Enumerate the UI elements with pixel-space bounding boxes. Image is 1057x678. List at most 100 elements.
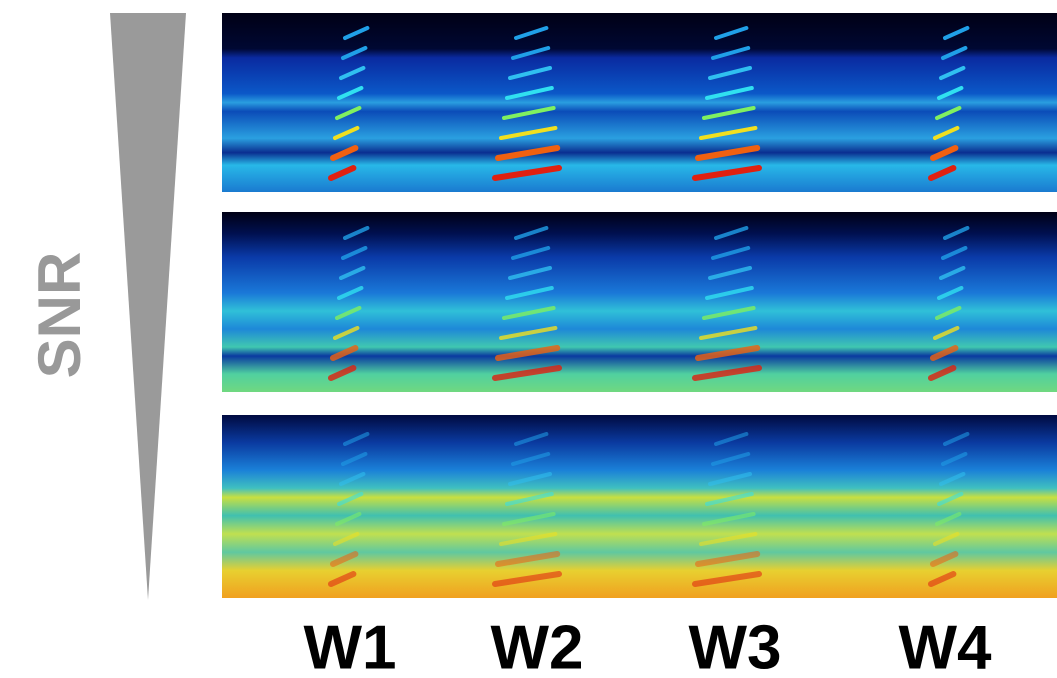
whistle-contour [335, 306, 362, 320]
whistle-contour [708, 472, 752, 486]
whistle-contour [711, 452, 751, 466]
whistle-contour [499, 126, 558, 140]
whistle-contour [492, 571, 562, 587]
whistle-contour [933, 532, 960, 546]
whistle-contour [928, 365, 957, 381]
whistle-contour [714, 226, 749, 240]
whistle-contour [502, 106, 556, 120]
snr-wedge [110, 13, 186, 600]
whistle-contour [941, 452, 968, 466]
whistle-contour [502, 512, 556, 526]
whistle-contour [714, 432, 749, 446]
whistle-contour [508, 266, 552, 280]
whistle-contour [708, 66, 752, 80]
whistle-contour [692, 571, 762, 587]
whistle-contour [702, 512, 756, 526]
whistle-contour [928, 571, 957, 587]
whistle-contour [495, 145, 561, 161]
whistle-contour [333, 532, 360, 546]
spectrogram [222, 212, 1057, 392]
whistle-contour [335, 512, 362, 526]
whistle-contour [702, 106, 756, 120]
axis-label: SNR [26, 252, 93, 379]
whistle-contour [337, 86, 364, 100]
whistle-contour [343, 226, 370, 240]
whistles [328, 26, 970, 587]
whistle-contour [330, 145, 359, 161]
whistle-contour [511, 452, 551, 466]
whistle-contour [937, 492, 964, 506]
whistle-contour [695, 551, 761, 567]
whistle-contour [943, 26, 970, 40]
whistle-contour [711, 246, 751, 260]
whistle-contour [343, 432, 370, 446]
whistle-contour [935, 306, 962, 320]
whistle-contour [514, 26, 549, 40]
whistle-contour [492, 365, 562, 381]
whistle-contour [341, 452, 368, 466]
whistle-contour [692, 165, 762, 181]
whistle-contour [937, 286, 964, 300]
whistle-contour [508, 66, 552, 80]
whistle-contour [930, 145, 959, 161]
whistle-contour [943, 432, 970, 446]
whistle-contour [702, 306, 756, 320]
column-label: W2 [491, 613, 584, 678]
whistle-contour [333, 126, 360, 140]
whistle-contour [935, 106, 962, 120]
whistle-contour [928, 165, 957, 181]
whistle-contour [943, 226, 970, 240]
whistle-contour [941, 46, 968, 60]
whistle-contour [495, 551, 561, 567]
whistle-contour [339, 66, 366, 80]
whistle-contour [499, 326, 558, 340]
whistle-contour [711, 46, 751, 60]
whistle-contour [933, 326, 960, 340]
column-label: W4 [899, 613, 993, 678]
whistle-contour [341, 246, 368, 260]
whistle-contour [705, 86, 754, 100]
whistle-contour [505, 86, 554, 100]
whistle-contour [339, 472, 366, 486]
whistle-contour [939, 66, 966, 80]
whistle-contour [699, 532, 758, 546]
column-label: W3 [689, 613, 782, 678]
whistle-contour [330, 345, 359, 361]
whistle-contour [939, 266, 966, 280]
whistle-contour [935, 512, 962, 526]
whistle-contour [502, 306, 556, 320]
whistle-contour [699, 326, 758, 340]
whistle-contour [699, 126, 758, 140]
whistle-contour [492, 165, 562, 181]
whistle-contour [337, 286, 364, 300]
whistle-contour [495, 345, 561, 361]
whistle-contour [330, 551, 359, 567]
whistle-contour [499, 532, 558, 546]
whistle-contour [695, 345, 761, 361]
whistle-contour [705, 286, 754, 300]
whistle-contour [714, 26, 749, 40]
whistle-contour [939, 472, 966, 486]
whistle-contour [511, 46, 551, 60]
whistle-contour [514, 226, 549, 240]
whistle-contour [930, 551, 959, 567]
whistle-contour [708, 266, 752, 280]
spectrogram [222, 13, 1057, 192]
whistle-contour [933, 126, 960, 140]
spectrogram [222, 415, 1057, 598]
whistle-contour [333, 326, 360, 340]
whistle-contour [937, 86, 964, 100]
whistle-contour [505, 286, 554, 300]
whistle-contour [511, 246, 551, 260]
whistle-contour [508, 472, 552, 486]
whistle-contour [328, 365, 357, 381]
whistle-contour [505, 492, 554, 506]
whistle-contour [692, 365, 762, 381]
column-label: W1 [304, 613, 397, 678]
whistle-contour [514, 432, 549, 446]
whistle-contour [941, 246, 968, 260]
whistle-contour [328, 165, 357, 181]
whistle-contour [343, 26, 370, 40]
whistle-contour [705, 492, 754, 506]
